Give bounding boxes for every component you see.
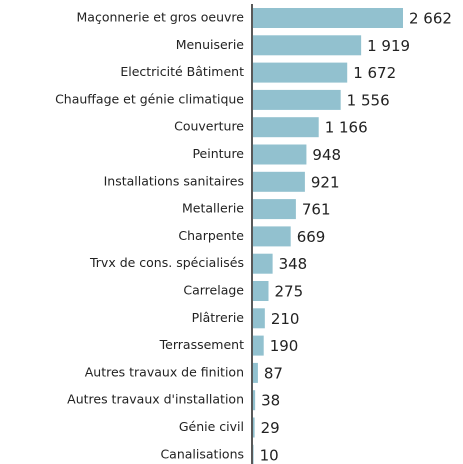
bar — [253, 171, 305, 192]
value-label: 210 — [271, 310, 300, 328]
category-label: Autres travaux d'installation — [67, 392, 244, 407]
value-label: 87 — [264, 364, 283, 382]
category-label: Plâtrerie — [192, 310, 245, 325]
bar — [253, 199, 296, 220]
value-label: 2 662 — [409, 10, 452, 28]
category-label: Chauffage et génie climatique — [55, 91, 244, 106]
value-label: 275 — [274, 283, 303, 301]
bar — [253, 117, 319, 138]
value-label: 921 — [311, 173, 340, 191]
bar — [253, 226, 291, 247]
category-label: Metallerie — [182, 201, 244, 216]
bar — [253, 8, 403, 28]
category-label: Autres travaux de finition — [85, 364, 244, 379]
bar — [253, 62, 348, 83]
category-label: Electricité Bâtiment — [120, 64, 244, 79]
bar — [253, 335, 264, 356]
category-label: Terrassement — [159, 337, 244, 352]
category-label: Couverture — [174, 119, 244, 134]
bar — [253, 444, 254, 464]
bar — [253, 35, 362, 56]
bar — [253, 417, 255, 438]
value-label: 669 — [297, 228, 326, 246]
value-label: 10 — [260, 446, 279, 464]
value-label: 1 672 — [353, 64, 396, 82]
value-label: 38 — [261, 392, 280, 410]
category-label: Maçonnerie et gros oeuvre — [77, 10, 245, 25]
category-label: Menuiserie — [176, 37, 245, 52]
value-label: 1 919 — [367, 37, 410, 55]
value-label: 948 — [312, 146, 341, 164]
value-label: 190 — [270, 337, 299, 355]
value-label: 761 — [302, 201, 331, 219]
category-label: Peinture — [192, 146, 244, 161]
category-label: Charpente — [178, 228, 244, 243]
category-label: Canalisations — [160, 446, 244, 461]
category-label: Trvx de cons. spécialisés — [89, 255, 244, 270]
value-label: 1 556 — [347, 91, 390, 109]
value-label: 348 — [279, 255, 308, 273]
value-label: 1 166 — [325, 119, 368, 137]
bar — [253, 253, 273, 274]
bar — [253, 89, 341, 110]
bar — [253, 144, 307, 165]
value-label: 29 — [261, 419, 280, 437]
bar — [253, 362, 258, 383]
category-label: Génie civil — [179, 419, 244, 434]
bar — [253, 390, 256, 411]
bar — [253, 281, 269, 301]
category-label: Installations sanitaires — [104, 173, 244, 188]
bar — [253, 308, 265, 329]
category-label: Carrelage — [183, 283, 244, 298]
